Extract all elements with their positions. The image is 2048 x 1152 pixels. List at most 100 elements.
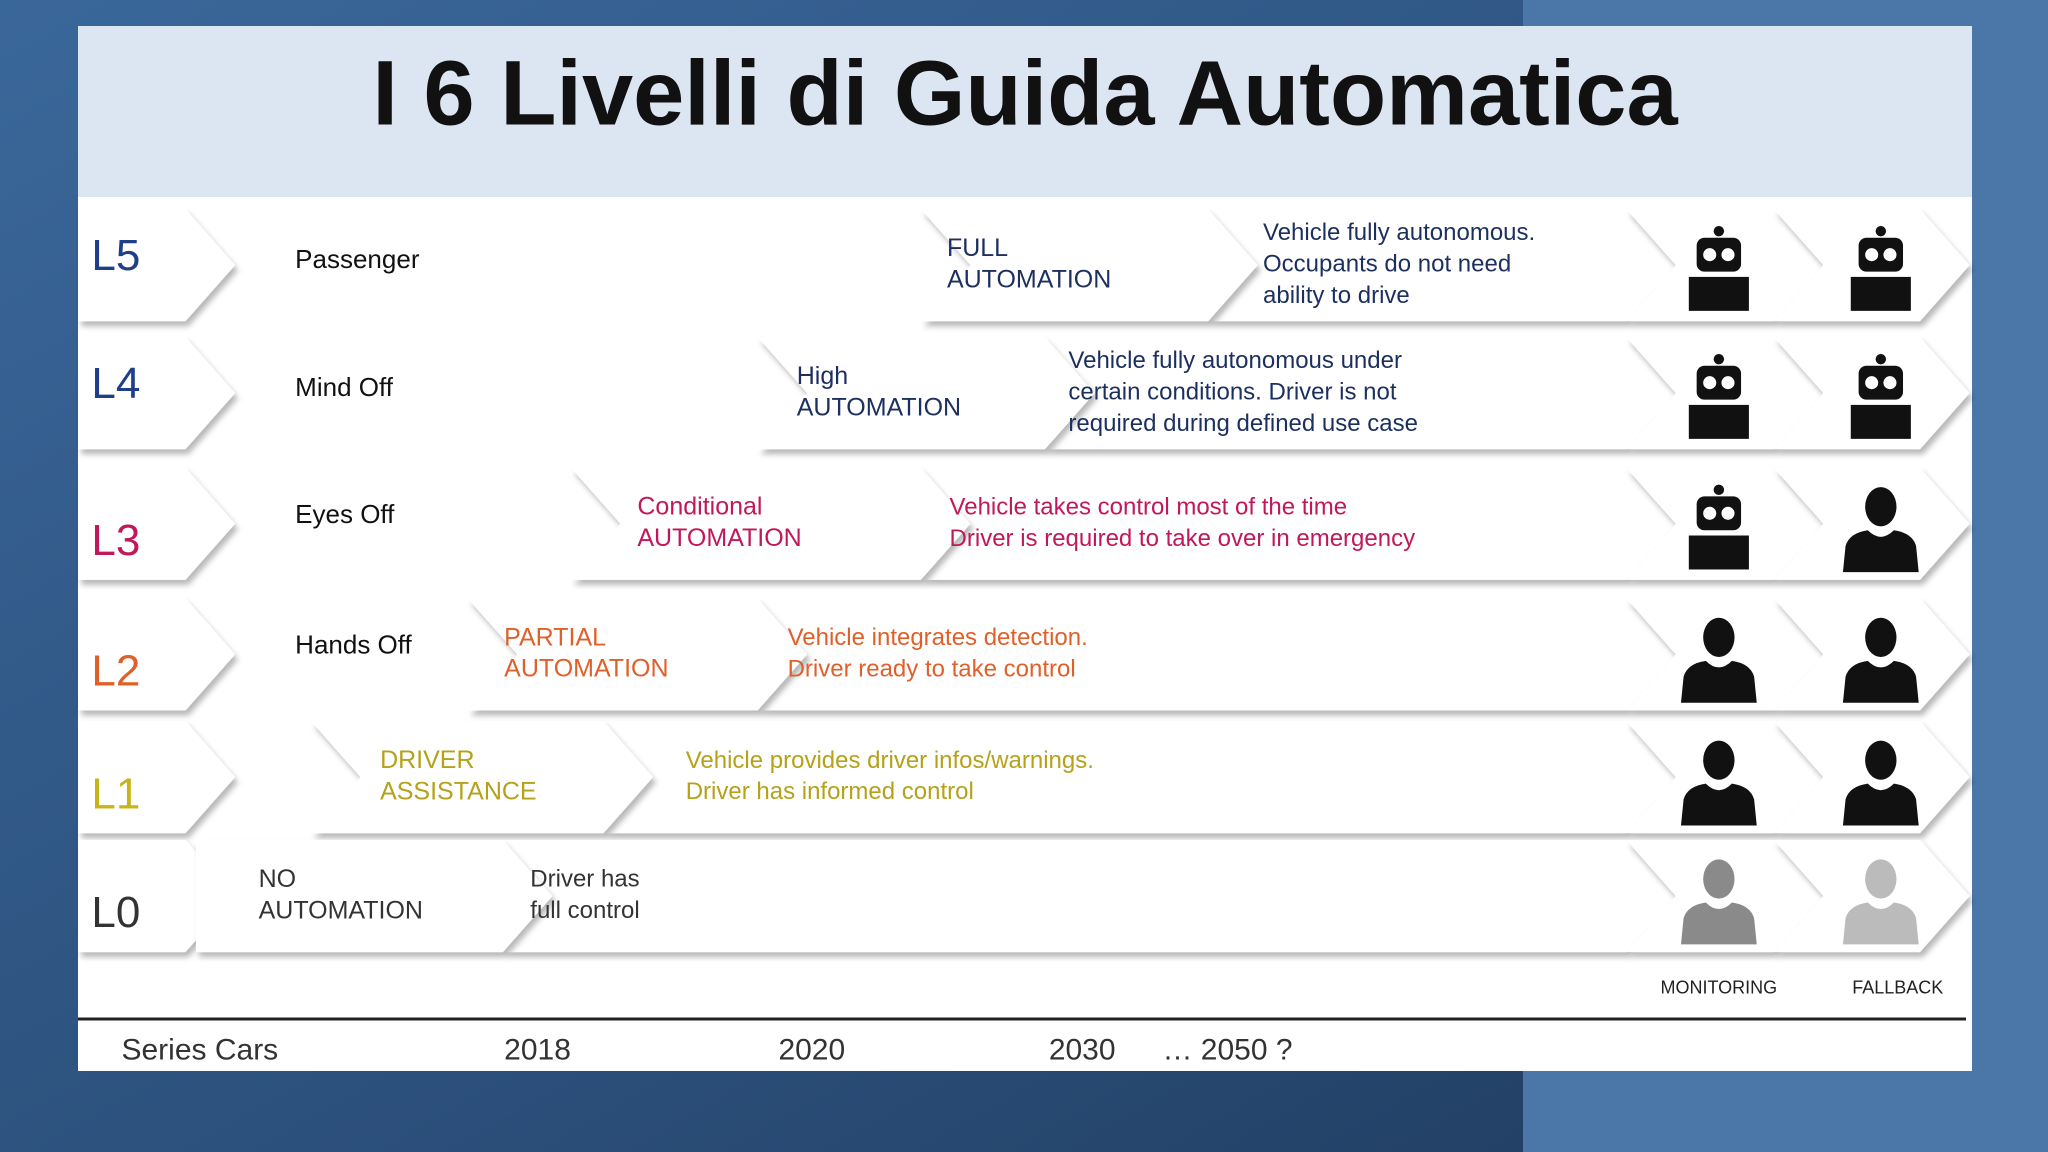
description: Occupants do not need bbox=[1263, 250, 1511, 277]
chevron bbox=[920, 467, 1676, 580]
category: AUTOMATION bbox=[797, 393, 961, 421]
robot-eye bbox=[1721, 506, 1735, 520]
description: Vehicle takes control most of the time bbox=[950, 493, 1348, 520]
level-row: L1 DRIVER ASSISTANCE Vehicle provides drive… bbox=[78, 720, 1970, 834]
level-row: L5 Passenger FULL AUTOMATION Vehicle fully a… bbox=[78, 208, 1970, 322]
robot-antenna bbox=[1875, 225, 1887, 237]
level-code: L2 bbox=[91, 647, 140, 696]
column-label: MONITORING bbox=[1661, 977, 1778, 997]
description: required during defined use case bbox=[1068, 410, 1418, 437]
robot-eye bbox=[1703, 248, 1717, 262]
category: AUTOMATION bbox=[947, 265, 1111, 293]
title: I 6 Livelli di Guida Automatica bbox=[372, 42, 1678, 144]
timeline-label: 2030 bbox=[1049, 1033, 1116, 1066]
chevron bbox=[757, 336, 1095, 450]
description: certain conditions. Driver is not bbox=[1068, 378, 1396, 405]
chevron bbox=[1773, 720, 1970, 834]
robot-head bbox=[1858, 365, 1904, 400]
robot-antenna bbox=[1713, 225, 1725, 237]
description: Vehicle integrates detection. bbox=[788, 624, 1088, 651]
robot-body bbox=[1850, 276, 1911, 311]
robot-eye bbox=[1883, 248, 1897, 262]
robot-head bbox=[1858, 237, 1904, 272]
human-body bbox=[1680, 783, 1757, 826]
chevron bbox=[603, 720, 1676, 834]
robot-eye bbox=[1865, 248, 1879, 262]
human-head bbox=[1865, 617, 1897, 657]
timeline-label: 2018 bbox=[504, 1033, 571, 1066]
level-code: L0 bbox=[91, 888, 140, 937]
description: Driver has informed control bbox=[686, 778, 974, 805]
level-code: L1 bbox=[91, 769, 140, 818]
robot-eye bbox=[1703, 506, 1717, 520]
chevron bbox=[502, 839, 1676, 953]
description: ability to drive bbox=[1263, 282, 1410, 309]
robot-head bbox=[1696, 237, 1742, 272]
chevron bbox=[310, 720, 654, 834]
human-body bbox=[1842, 660, 1919, 703]
human-head bbox=[1703, 740, 1735, 780]
level-row: L2 Hands Off PARTIAL AUTOMATION Vehicle inte… bbox=[78, 598, 1970, 711]
level-row: L3 Eyes Off Conditional AUTOMATION Vehicle t… bbox=[78, 467, 1970, 580]
chevron bbox=[1773, 467, 1970, 580]
robot-body bbox=[1850, 404, 1911, 439]
category: NO bbox=[259, 865, 297, 893]
robot-body bbox=[1688, 535, 1749, 570]
timeline-label: Series Cars bbox=[121, 1033, 278, 1066]
chevron bbox=[1208, 208, 1676, 322]
human-body bbox=[1680, 902, 1757, 945]
chevron bbox=[1773, 839, 1970, 953]
level-name: Eyes Off bbox=[295, 499, 395, 529]
robot-eye bbox=[1721, 376, 1735, 390]
level-name: Hands Off bbox=[295, 629, 412, 659]
robot-eye bbox=[1883, 376, 1897, 390]
robot-eye bbox=[1703, 376, 1717, 390]
human-body bbox=[1842, 902, 1919, 945]
level-code: L5 bbox=[91, 231, 140, 280]
timeline-label: 2020 bbox=[778, 1033, 845, 1066]
robot-eye bbox=[1721, 248, 1735, 262]
levels: L5 Passenger FULL AUTOMATION Vehicle fully a… bbox=[78, 208, 1970, 953]
timeline-label: … 2050 ? bbox=[1162, 1033, 1292, 1066]
description: Driver is required to take over in emerg… bbox=[950, 525, 1416, 552]
human-head bbox=[1703, 617, 1735, 657]
level-code: L3 bbox=[91, 516, 140, 565]
category: Conditional bbox=[637, 493, 762, 521]
category: FULL bbox=[947, 234, 1008, 262]
human-head bbox=[1865, 740, 1897, 780]
chevron bbox=[78, 208, 236, 322]
chevron bbox=[1773, 598, 1970, 711]
chevron bbox=[920, 208, 1258, 322]
chevron bbox=[78, 720, 236, 834]
robot-head bbox=[1696, 365, 1742, 400]
description: Vehicle fully autonomous. bbox=[1263, 219, 1535, 246]
robot-eye bbox=[1865, 376, 1879, 390]
chevron bbox=[570, 467, 971, 580]
category: AUTOMATION bbox=[637, 524, 801, 552]
human-body bbox=[1842, 530, 1919, 573]
chevron bbox=[78, 467, 236, 580]
description: full control bbox=[530, 897, 639, 924]
chevron bbox=[78, 598, 236, 711]
chevron bbox=[195, 839, 553, 953]
robot-body bbox=[1688, 404, 1749, 439]
description: Driver has bbox=[530, 866, 639, 893]
level-name: Passenger bbox=[295, 244, 420, 274]
human-head bbox=[1865, 859, 1897, 899]
category: DRIVER bbox=[380, 746, 474, 774]
human-head bbox=[1703, 859, 1735, 899]
level-row: L4 Mind Off High AUTOMATION Vehicle fully au… bbox=[78, 336, 1970, 450]
level-name: Mind Off bbox=[295, 372, 394, 402]
category: AUTOMATION bbox=[504, 655, 668, 683]
chevron bbox=[1044, 336, 1676, 450]
robot-body bbox=[1688, 276, 1749, 311]
robot-antenna bbox=[1713, 353, 1725, 365]
chevron bbox=[757, 598, 1676, 711]
robot-antenna bbox=[1713, 484, 1725, 496]
description: Vehicle fully autonomous under bbox=[1068, 347, 1402, 374]
title-band bbox=[78, 26, 1972, 197]
human-body bbox=[1680, 660, 1757, 703]
category: AUTOMATION bbox=[259, 896, 423, 924]
